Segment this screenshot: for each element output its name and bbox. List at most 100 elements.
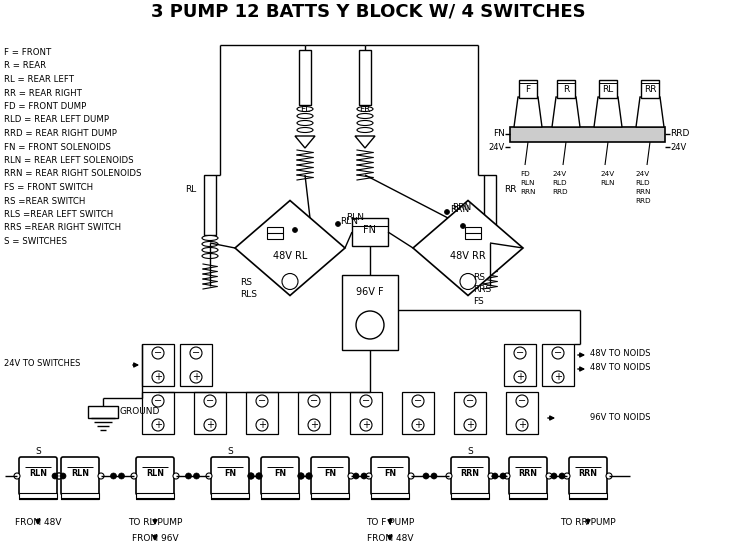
Text: S: S (467, 448, 473, 457)
Text: TO RL PUMP: TO RL PUMP (128, 518, 183, 527)
Text: RLS: RLS (240, 290, 257, 299)
Text: 24V TO SWITCHES: 24V TO SWITCHES (4, 358, 80, 367)
Bar (211, 493, 249, 499)
Text: RRN: RRN (520, 189, 536, 195)
Text: RLN: RLN (71, 470, 89, 479)
FancyBboxPatch shape (371, 457, 409, 495)
Text: R = REAR: R = REAR (4, 61, 46, 70)
Text: FR: FR (359, 105, 371, 114)
Text: 24V: 24V (552, 171, 566, 177)
Text: RRS =REAR RIGHT SWITCH: RRS =REAR RIGHT SWITCH (4, 224, 121, 233)
Ellipse shape (202, 241, 218, 247)
Text: −: − (518, 396, 526, 406)
Text: −: − (192, 348, 200, 358)
Text: RL = REAR LEFT: RL = REAR LEFT (4, 75, 74, 84)
Circle shape (204, 419, 216, 431)
Text: −: − (516, 348, 524, 358)
Text: FL: FL (300, 105, 310, 114)
Text: FS: FS (473, 297, 484, 306)
Text: RRN: RRN (635, 189, 651, 195)
Circle shape (256, 473, 262, 479)
Circle shape (516, 419, 528, 431)
Circle shape (431, 473, 437, 479)
Circle shape (14, 473, 20, 479)
Text: F = FRONT: F = FRONT (4, 48, 52, 57)
Text: FN: FN (324, 470, 336, 479)
Circle shape (445, 210, 450, 215)
Bar (641, 80, 659, 98)
Bar (506, 392, 538, 434)
Ellipse shape (202, 253, 218, 258)
Circle shape (185, 473, 191, 479)
Text: RLS =REAR LEFT SWITCH: RLS =REAR LEFT SWITCH (4, 210, 113, 219)
Circle shape (190, 347, 202, 359)
Text: FN: FN (384, 470, 396, 479)
Circle shape (514, 347, 526, 359)
Circle shape (500, 473, 506, 479)
Circle shape (52, 473, 58, 479)
Circle shape (256, 395, 268, 407)
Text: RR = REAR RIGHT: RR = REAR RIGHT (4, 88, 82, 97)
Ellipse shape (357, 113, 373, 119)
Circle shape (298, 473, 304, 479)
Ellipse shape (482, 253, 498, 258)
Text: S: S (227, 448, 233, 457)
Text: −: − (362, 396, 370, 406)
Bar (142, 392, 174, 434)
Bar (519, 80, 537, 98)
Circle shape (488, 473, 494, 479)
Circle shape (551, 473, 557, 479)
Circle shape (366, 473, 372, 479)
Circle shape (464, 419, 476, 431)
Polygon shape (295, 136, 315, 148)
Text: FN = FRONT SOLENOIDS: FN = FRONT SOLENOIDS (4, 143, 111, 151)
Circle shape (248, 473, 254, 479)
Text: +: + (206, 420, 214, 430)
Ellipse shape (482, 241, 498, 247)
Text: 24V: 24V (489, 143, 505, 151)
Text: RLD = REAR LEFT DUMP: RLD = REAR LEFT DUMP (4, 116, 109, 125)
Text: 48V TO NOIDS: 48V TO NOIDS (590, 362, 651, 372)
Bar (465, 227, 481, 239)
Text: FROM 48V: FROM 48V (15, 518, 61, 527)
Text: +: + (192, 372, 200, 382)
Circle shape (423, 473, 429, 479)
Text: FN: FN (364, 225, 377, 235)
Text: FROM 48V: FROM 48V (367, 534, 413, 543)
Bar (136, 493, 174, 499)
Text: RRN: RRN (461, 470, 479, 479)
Circle shape (248, 473, 254, 479)
Circle shape (190, 371, 202, 383)
Text: 3 PUMP 12 BATTS Y BLOCK W/ 4 SWITCHES: 3 PUMP 12 BATTS Y BLOCK W/ 4 SWITCHES (151, 3, 585, 21)
FancyBboxPatch shape (451, 457, 489, 495)
Text: RL: RL (185, 185, 196, 194)
Bar (599, 80, 617, 98)
Circle shape (460, 273, 476, 290)
Polygon shape (594, 97, 622, 127)
Text: RLN: RLN (520, 180, 534, 186)
Polygon shape (355, 136, 375, 148)
Polygon shape (514, 97, 542, 127)
Text: RRN = REAR RIGHT SOLENOIDS: RRN = REAR RIGHT SOLENOIDS (4, 169, 141, 178)
Circle shape (408, 473, 414, 479)
Ellipse shape (297, 107, 313, 111)
Circle shape (461, 224, 465, 229)
FancyBboxPatch shape (509, 457, 547, 495)
Text: RLN: RLN (600, 180, 615, 186)
Ellipse shape (482, 235, 498, 240)
Circle shape (412, 395, 424, 407)
Ellipse shape (202, 248, 218, 253)
Circle shape (256, 419, 268, 431)
Text: RRN: RRN (578, 470, 598, 479)
Text: RRD: RRD (552, 189, 567, 195)
Circle shape (282, 273, 298, 290)
Bar (246, 392, 278, 434)
Bar (569, 493, 607, 499)
Text: 96V TO NOIDS: 96V TO NOIDS (590, 414, 651, 423)
Bar (371, 493, 409, 499)
Text: +: + (362, 420, 370, 430)
Text: FROM 96V: FROM 96V (132, 534, 178, 543)
Circle shape (256, 473, 262, 479)
Text: 24V: 24V (600, 171, 615, 177)
Circle shape (56, 473, 62, 479)
